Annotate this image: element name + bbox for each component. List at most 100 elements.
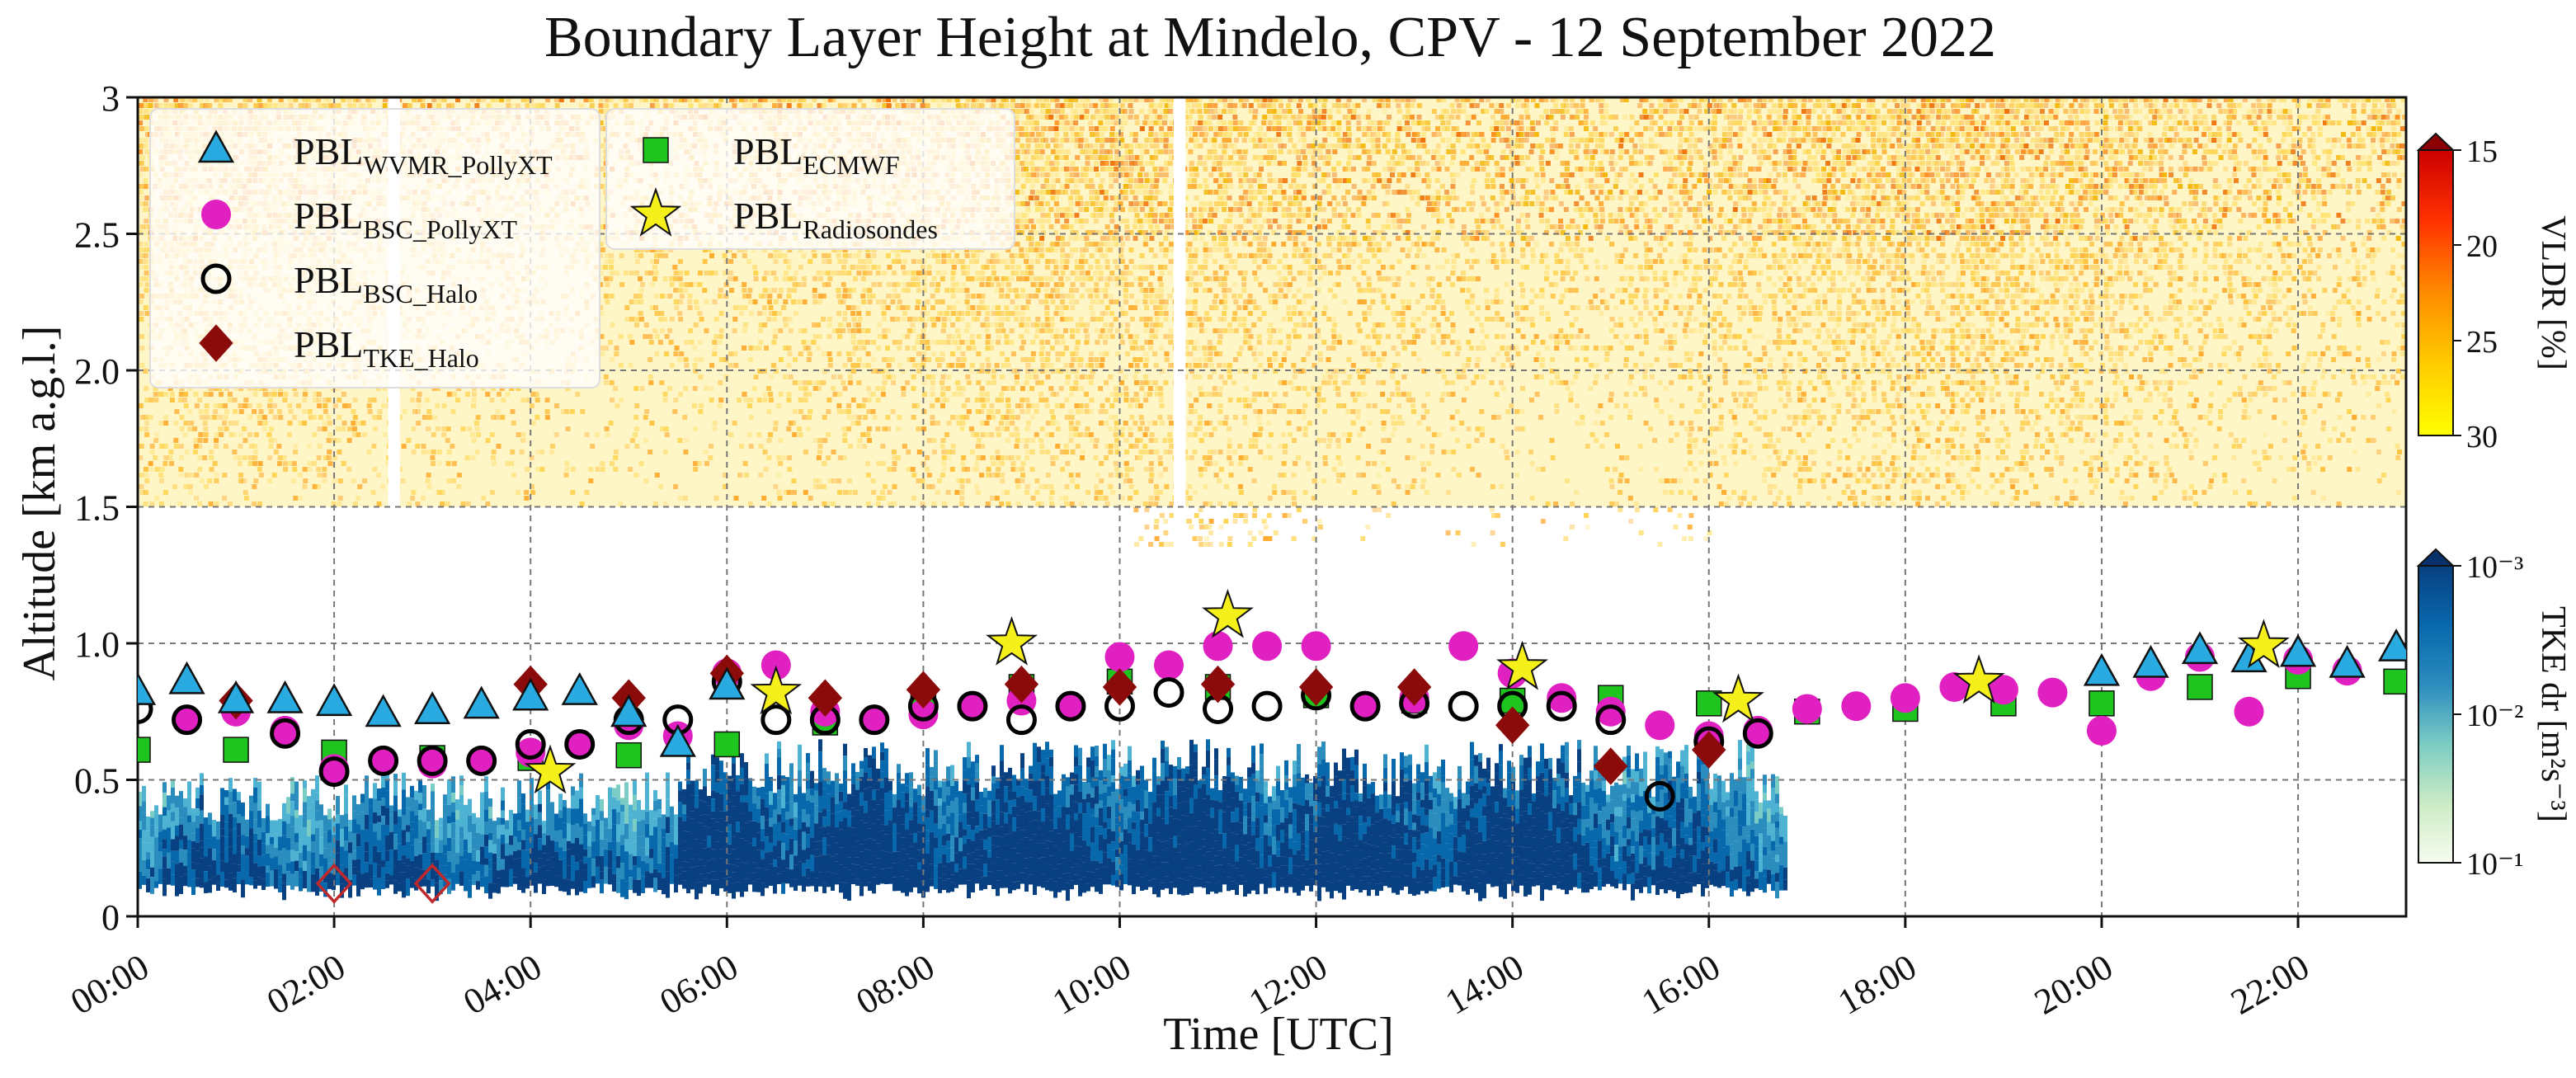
vldr-cell [766,317,772,322]
vldr-cell [867,392,873,397]
vldr-cell [203,103,209,108]
vldr-cell [817,444,823,449]
vldr-cell [356,432,361,437]
vldr-cell [911,346,917,351]
vldr-cell [798,328,803,333]
vldr-cell [638,461,644,466]
vldr-cell [197,438,203,443]
vldr-cell [664,294,670,299]
vldr-cell [143,253,148,258]
vldr-cell [876,299,882,304]
vldr-cell [248,455,254,460]
vldr-cell [178,467,184,472]
vldr-cell [762,97,768,102]
vldr-cell [732,328,737,333]
vldr-cell [663,426,669,431]
vldr-cell [748,415,754,420]
vldr-cell [776,490,782,495]
vldr-cell [846,478,852,483]
vldr-cell [673,299,679,304]
vldr-cell [456,473,462,478]
vldr-cell [742,253,747,258]
vldr-cell [812,294,817,299]
vldr-cell [694,305,699,310]
vldr-cell [763,467,769,472]
vldr-cell [163,392,169,397]
vldr-cell [748,444,754,449]
vldr-cell [158,478,164,483]
vldr-cell [787,317,793,322]
vldr-cell [653,253,659,258]
vldr-cell [469,97,475,102]
vldr-cell [911,386,916,391]
vldr-cell [219,392,224,397]
vldr-cell [930,317,935,322]
vldr-cell [882,334,888,339]
vldr-cell [890,317,896,322]
vldr-cell [768,311,774,316]
vldr-cell [629,97,635,102]
vldr-cell [756,103,762,108]
vldr-cell [777,311,783,316]
vldr-cell [436,450,442,454]
vldr-cell [771,271,777,275]
vldr-cell [901,265,907,270]
vldr-cell [925,374,931,379]
vldr-cell [852,253,858,258]
vldr-cell [851,317,857,322]
vldr-cell [773,421,779,426]
vldr-cell [179,455,185,460]
vldr-cell [892,288,897,293]
vldr-cell [801,97,807,102]
vldr-cell [673,398,679,402]
vldr-cell [793,311,798,316]
vldr-cell [446,478,452,483]
vldr-cell [911,317,917,322]
vldr-cell [609,271,615,275]
vldr-cell [788,374,794,379]
vldr-cell [619,282,625,287]
vldr-cell [882,271,888,275]
vldr-cell [544,97,550,102]
vldr-cell [153,97,158,102]
vldr-cell [812,380,817,385]
vldr-cell [261,426,267,431]
vldr-cell [629,299,634,304]
vldr-cell [826,259,832,264]
vldr-cell [861,299,867,304]
vldr-cell [144,288,149,293]
vldr-cell [356,421,362,426]
vldr-cell [766,501,772,506]
vldr-cell [223,415,228,420]
vldr-cell [242,426,247,431]
vldr-cell [885,328,891,333]
vldr-cell [400,478,406,483]
vldr-cell [189,421,195,426]
vldr-cell [610,461,615,466]
vldr-cell [564,461,570,466]
vldr-cell [144,265,149,270]
vldr-cell [812,484,818,489]
vldr-cell [737,305,743,310]
vldr-cell [911,374,916,379]
vldr-cell [865,265,871,270]
vldr-cell [906,271,911,275]
vldr-cell [905,380,911,385]
vldr-cell [183,484,189,489]
vldr-cell [728,363,733,368]
vldr-cell [312,432,318,437]
vldr-cell [796,299,802,304]
vldr-cell [699,357,704,362]
vldr-cell [803,398,808,402]
vldr-cell [163,97,169,102]
vldr-cell [421,450,426,454]
vldr-cell [317,444,323,449]
vldr-cell [831,271,836,275]
vldr-cell [836,311,841,316]
vldr-cell [610,357,615,362]
vldr-cell [921,328,926,333]
vldr-cell [301,421,307,426]
vldr-cell [817,478,822,483]
vldr-cell [762,398,768,402]
vldr-cell [491,450,497,454]
